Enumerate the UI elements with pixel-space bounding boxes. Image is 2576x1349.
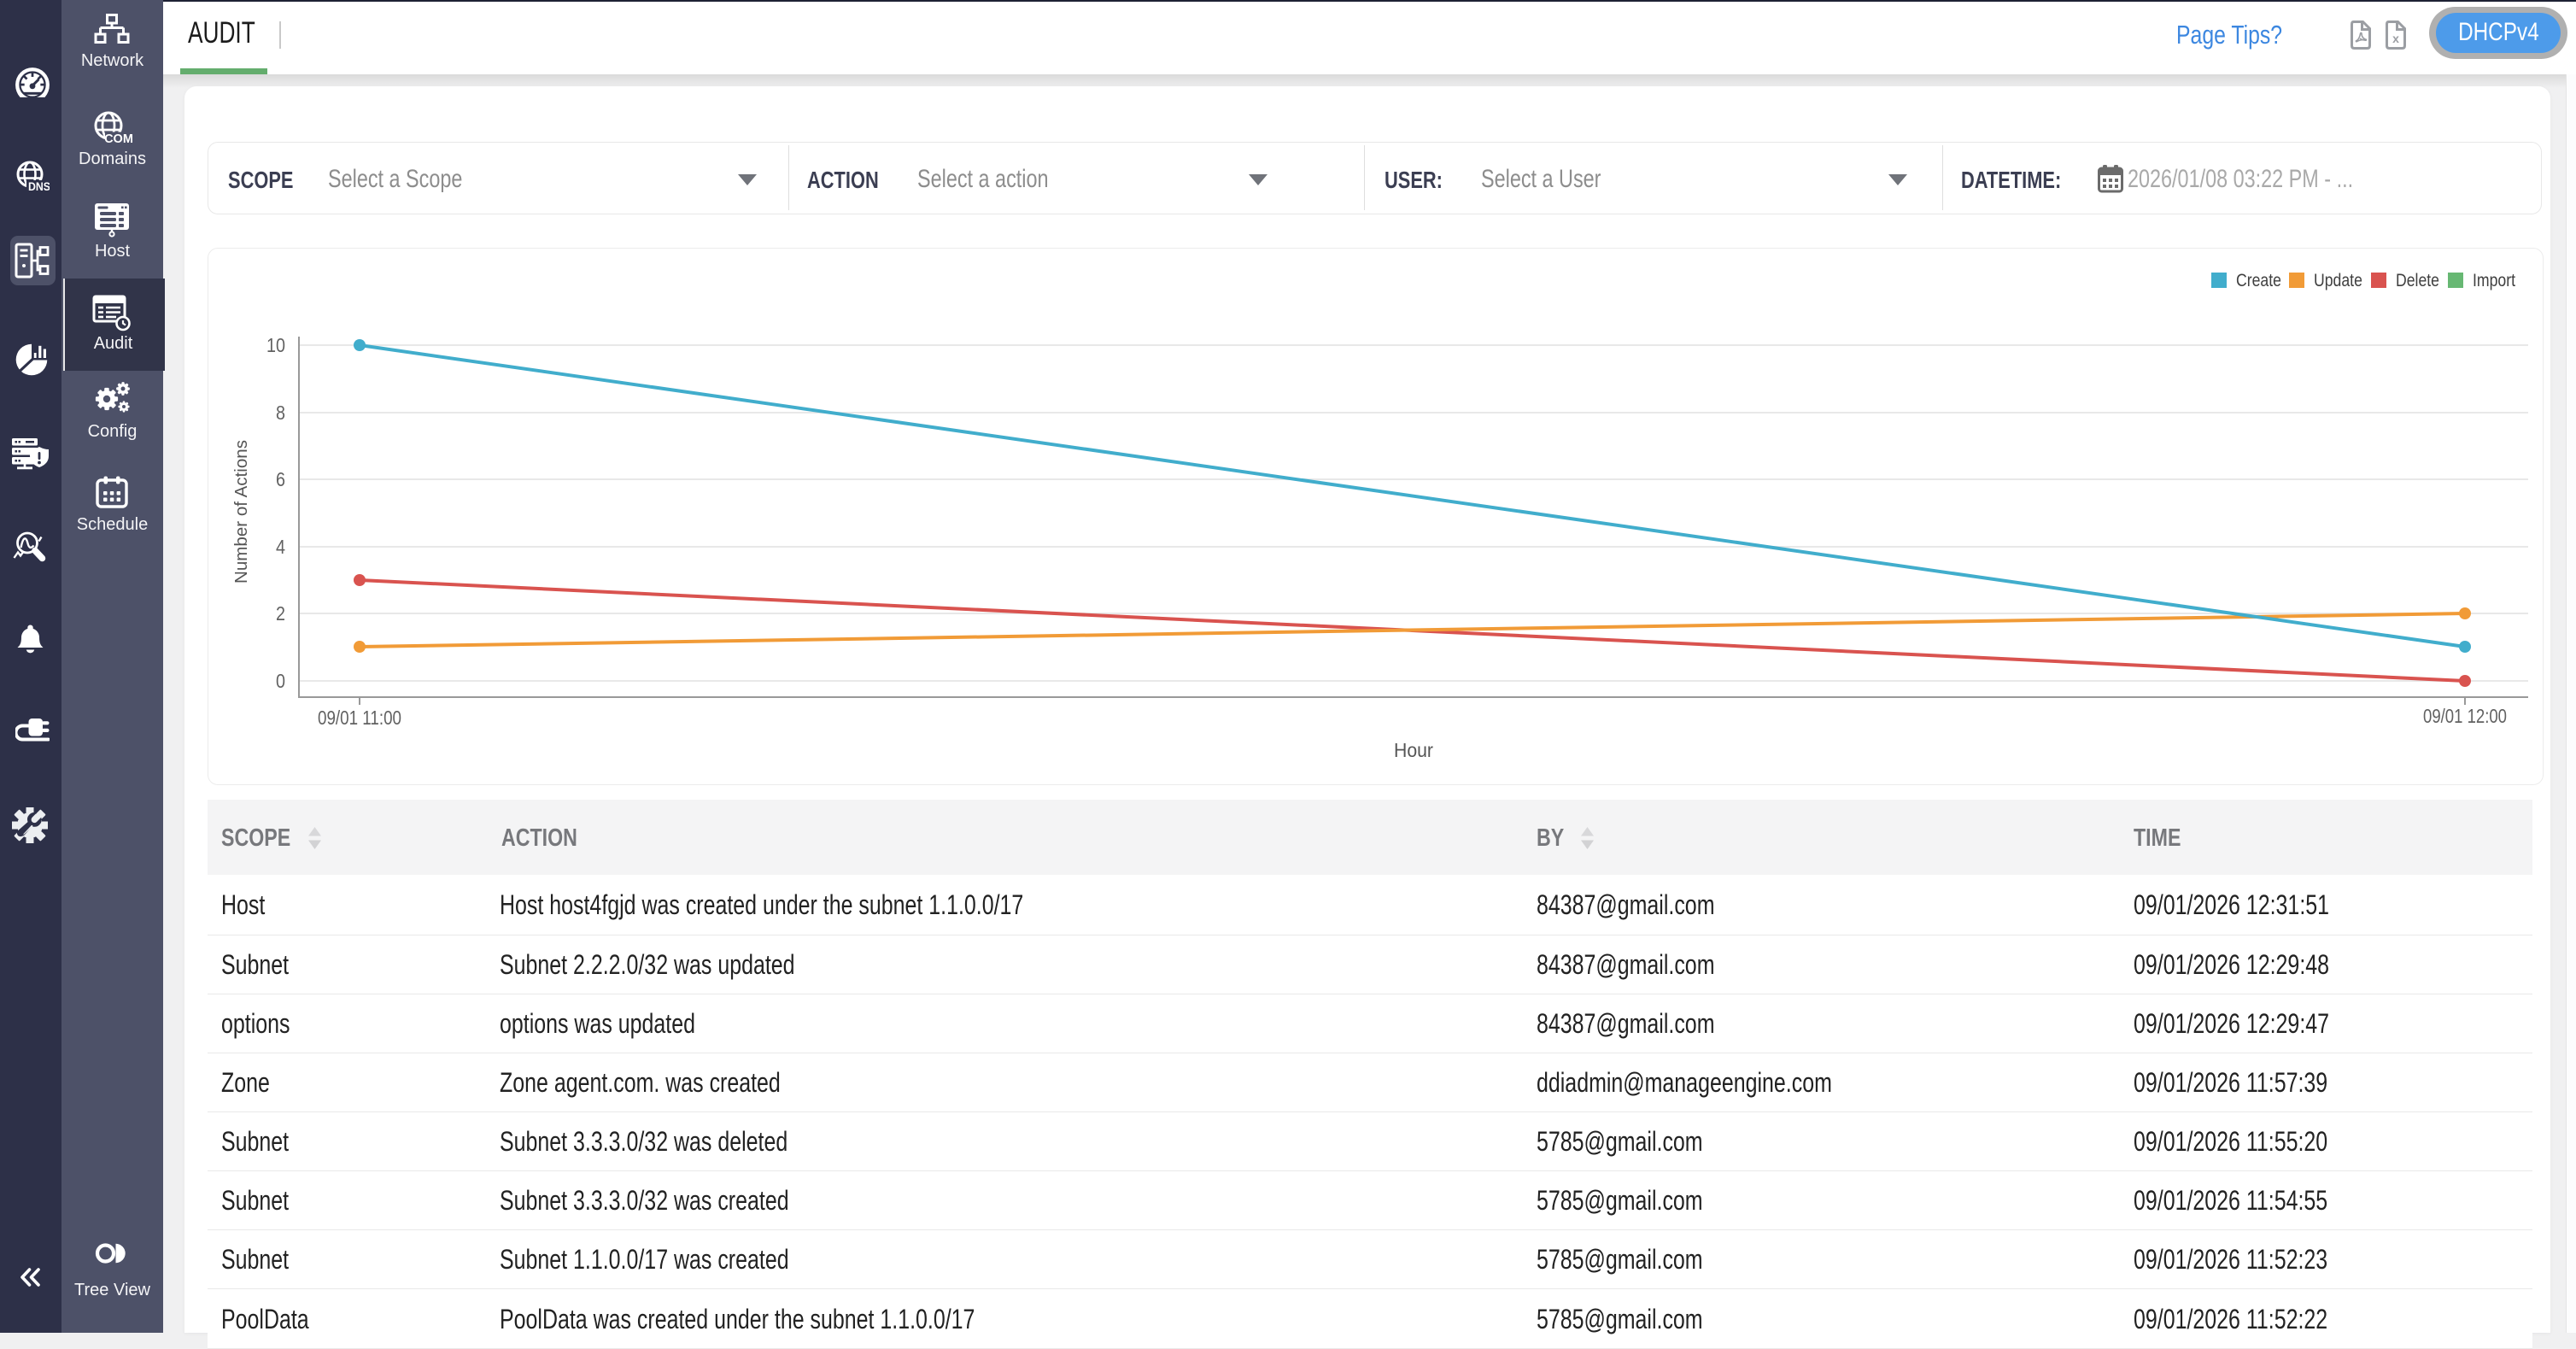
svg-text:4: 4: [276, 536, 285, 558]
svg-text:0: 0: [276, 670, 285, 692]
svg-text:09/01 11:00: 09/01 11:00: [318, 707, 401, 729]
svg-text:8: 8: [276, 402, 285, 424]
svg-text:x: x: [2392, 32, 2399, 45]
svg-text:09/01 12:00: 09/01 12:00: [2423, 705, 2507, 727]
svg-text:2: 2: [276, 602, 285, 625]
svg-text:6: 6: [276, 468, 285, 490]
svg-text:COM: COM: [104, 132, 132, 145]
svg-text:Hour: Hour: [1394, 739, 1433, 761]
svg-text:DNS: DNS: [28, 179, 50, 192]
svg-text:10: 10: [266, 334, 285, 356]
svg-text:Number of Actions: Number of Actions: [232, 440, 251, 584]
